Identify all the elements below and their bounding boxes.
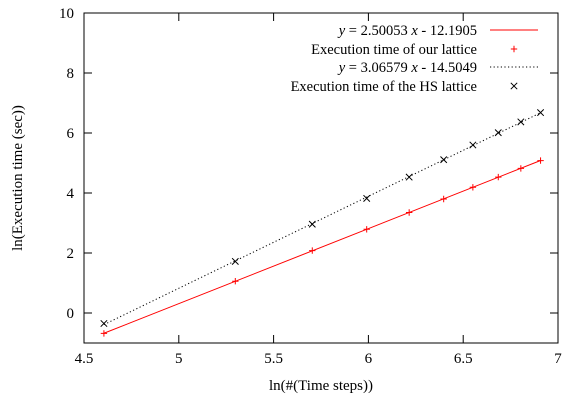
legend-marker — [510, 45, 518, 53]
series-layer — [100, 109, 545, 337]
data-point — [308, 220, 316, 228]
data-point — [469, 141, 477, 149]
x-tick-label: 5 — [175, 351, 183, 367]
fit-line — [103, 112, 541, 326]
legend-label: Execution time of the HS lattice — [291, 79, 477, 95]
y-tick-label: 8 — [67, 66, 75, 82]
x-axis-label: ln(#(Time steps)) — [269, 378, 373, 394]
data-point — [405, 209, 413, 216]
data-point — [363, 194, 371, 202]
x-tick-label: 5.5 — [264, 351, 283, 367]
y-tick-label: 2 — [67, 246, 75, 262]
series-2 — [103, 112, 541, 326]
data-point — [537, 157, 544, 164]
x-tick-label: 6 — [365, 351, 373, 367]
y-tick-label: 0 — [67, 306, 75, 322]
data-point — [494, 129, 502, 137]
data-point — [363, 226, 370, 233]
data-point — [517, 118, 525, 126]
series-3 — [100, 109, 545, 328]
data-point — [100, 330, 108, 337]
data-point — [495, 173, 502, 181]
legend: y = 2.50053 x - 12.1905 Execution time of… — [291, 23, 538, 95]
series-0 — [103, 160, 541, 334]
y-tick-label: 10 — [59, 6, 74, 22]
y-axis-label: ln(Execution time (sec)) — [10, 105, 26, 251]
legend-label: y = 2.50053 x - 12.1905 — [337, 23, 477, 39]
data-point — [537, 109, 545, 117]
fit-line — [103, 160, 541, 334]
data-point — [231, 257, 239, 265]
data-point — [440, 195, 447, 203]
plot-frame — [83, 12, 559, 344]
axis-ticks: 4.5 5 5.5 6 6.5 7 0 2 4 6 8 10 — [59, 6, 562, 367]
data-point — [469, 184, 477, 191]
data-point — [517, 165, 525, 172]
x-tick-label: 4.5 — [75, 351, 94, 367]
data-point — [232, 278, 239, 285]
x-tick-label: 7 — [554, 351, 562, 367]
x-tick-label: 6.5 — [454, 351, 473, 367]
data-point — [100, 319, 108, 328]
data-point — [405, 173, 413, 181]
data-point — [440, 156, 448, 164]
y-tick-label: 4 — [67, 186, 75, 202]
legend-label: Execution time of our lattice — [311, 42, 477, 58]
legend-marker — [510, 82, 518, 90]
legend-label: y = 3.06579 x - 14.5049 — [337, 60, 477, 76]
data-point — [309, 247, 316, 254]
series-1 — [100, 157, 544, 337]
y-tick-label: 6 — [67, 126, 75, 142]
